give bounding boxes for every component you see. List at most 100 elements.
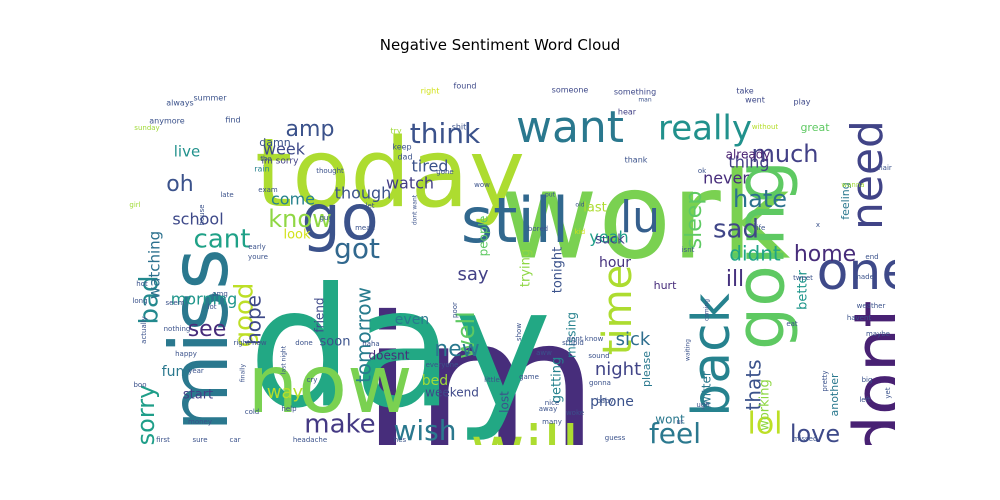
word-week: week xyxy=(263,140,306,159)
word-work: work xyxy=(500,148,791,287)
word-put: put xyxy=(545,192,556,199)
word-summer: summer xyxy=(193,94,227,103)
word-feeling: feeling xyxy=(839,182,852,219)
word-tweet: tweet xyxy=(793,274,813,282)
word-hear: hear xyxy=(618,108,637,117)
word-long: long xyxy=(132,297,147,305)
word-sick: sick xyxy=(616,329,651,350)
word-friend: friend xyxy=(313,297,327,332)
word-go: go xyxy=(301,181,378,254)
word-bad: bad xyxy=(135,276,165,325)
word-bored: bored xyxy=(528,225,548,233)
word-find: find xyxy=(225,116,240,125)
word-thing: thing xyxy=(728,153,769,172)
word-left: left xyxy=(859,396,871,404)
word-great: great xyxy=(800,121,830,134)
word-finally: finally xyxy=(240,363,247,382)
word-amp: amp xyxy=(286,117,335,142)
word-right: right xyxy=(421,87,440,96)
word-lu: lu xyxy=(620,192,660,243)
word-let: let xyxy=(366,202,375,210)
word-today: today xyxy=(255,119,525,229)
word-always: always xyxy=(166,99,193,108)
word-keep: keep xyxy=(392,143,411,152)
word-stupid: stupid xyxy=(562,339,584,347)
word-lost: lost xyxy=(498,391,512,413)
word-made: made xyxy=(854,273,874,281)
word-game: game xyxy=(519,373,539,381)
word-live: live xyxy=(174,143,200,161)
word-come: come xyxy=(271,190,315,209)
word-dont-know: dont know xyxy=(567,335,604,343)
word-didnt: didnt xyxy=(729,242,781,266)
word-feel: feel xyxy=(649,417,701,445)
word-now: now xyxy=(247,338,412,431)
word-please: please xyxy=(640,351,653,387)
word-going: going xyxy=(722,160,801,350)
word-new: new xyxy=(434,337,479,362)
word-went: went xyxy=(745,96,765,105)
word-everyone: everyone xyxy=(426,361,459,369)
word-last: last xyxy=(583,201,606,216)
word-big: big xyxy=(862,376,873,384)
word-night: night xyxy=(595,359,641,380)
word-headache: headache xyxy=(293,436,327,444)
word-last-night: last night xyxy=(281,345,288,374)
word-suck: suck xyxy=(595,233,625,248)
word-anymore: anymore xyxy=(149,117,185,126)
word-found: found xyxy=(454,82,477,91)
word-oh: oh xyxy=(166,172,193,197)
word-lol: lol xyxy=(747,407,782,442)
word-better: better xyxy=(796,269,811,309)
word-wanna: wanna xyxy=(841,181,864,189)
word-pretty: pretty xyxy=(821,370,829,391)
word-cold: cold xyxy=(245,408,260,416)
word-hate: hate xyxy=(733,185,787,213)
word-day: day xyxy=(248,252,552,444)
word-many: many xyxy=(542,418,562,426)
word-girl: girl xyxy=(129,201,140,209)
word-another: another xyxy=(828,373,841,416)
word-weekend: weekend xyxy=(425,386,479,400)
word-watching: watching xyxy=(146,231,164,299)
word-right-now: right now xyxy=(233,339,266,347)
word-bed: bed xyxy=(422,373,448,389)
word-well: well xyxy=(452,311,480,359)
word-fun: fun xyxy=(162,364,185,380)
word-say: say xyxy=(457,264,488,285)
word-miss: miss xyxy=(153,248,246,432)
word-done: done xyxy=(295,339,312,347)
word-tonight: tonight xyxy=(551,247,566,294)
word-cant: cant xyxy=(194,225,251,255)
word-need: need xyxy=(842,120,893,230)
word-rain: rain xyxy=(254,165,269,174)
word-back: back xyxy=(682,293,742,417)
word-hes: hes xyxy=(394,436,407,444)
word-doesnt: doesnt xyxy=(369,349,410,363)
word-aww: aww xyxy=(536,349,552,357)
word-cry: cry xyxy=(307,376,318,384)
word-tomorrow: tomorrow xyxy=(352,287,376,383)
word-isnt: isnt xyxy=(682,246,695,254)
word-really: really xyxy=(658,109,752,149)
word-thats: thats xyxy=(742,359,766,410)
word-actually: actually xyxy=(140,316,148,344)
word-boo: boo xyxy=(133,381,146,389)
word-ur: ur xyxy=(676,418,683,426)
word-waiting: waiting xyxy=(685,339,692,361)
word-baby: baby xyxy=(596,397,613,405)
word-ok: ok xyxy=(698,167,707,175)
word-man: man xyxy=(638,97,652,104)
word-even: even xyxy=(395,312,429,328)
word-eat: eat xyxy=(786,320,798,328)
word-haha: haha xyxy=(362,340,379,348)
word-watch: watch xyxy=(386,174,434,193)
word-way: way xyxy=(267,382,304,403)
word-without: without xyxy=(752,123,779,131)
word-make: make xyxy=(304,410,375,440)
word-trying: trying xyxy=(519,249,534,287)
word-car: car xyxy=(229,436,240,444)
word-weather: weather xyxy=(857,302,886,310)
word-late: late xyxy=(220,191,233,199)
